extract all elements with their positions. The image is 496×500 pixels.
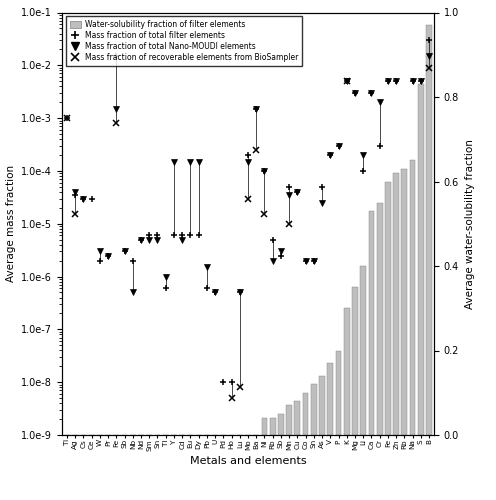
Y-axis label: Average water-solubility fraction: Average water-solubility fraction (465, 139, 475, 308)
Bar (270, 418, 276, 435)
Bar (352, 287, 358, 435)
Bar (418, 84, 424, 435)
X-axis label: Metals and elements: Metals and elements (189, 456, 307, 466)
Bar (385, 182, 391, 435)
Bar (426, 25, 432, 435)
Bar (410, 160, 416, 435)
Legend: Water-solubility fraction of filter elements, Mass fraction of total filter elem: Water-solubility fraction of filter elem… (66, 16, 302, 66)
Y-axis label: Average mass fraction: Average mass fraction (6, 165, 16, 282)
Bar (393, 173, 399, 435)
Bar (344, 308, 350, 435)
Bar (401, 169, 407, 435)
Bar (286, 406, 292, 435)
Bar (377, 202, 382, 435)
Bar (303, 393, 309, 435)
Bar (311, 384, 317, 435)
Bar (360, 266, 366, 435)
Bar (278, 414, 284, 435)
Bar (295, 401, 300, 435)
Bar (336, 350, 341, 435)
Bar (369, 211, 374, 435)
Bar (319, 376, 325, 435)
Bar (327, 363, 333, 435)
Bar (261, 418, 267, 435)
